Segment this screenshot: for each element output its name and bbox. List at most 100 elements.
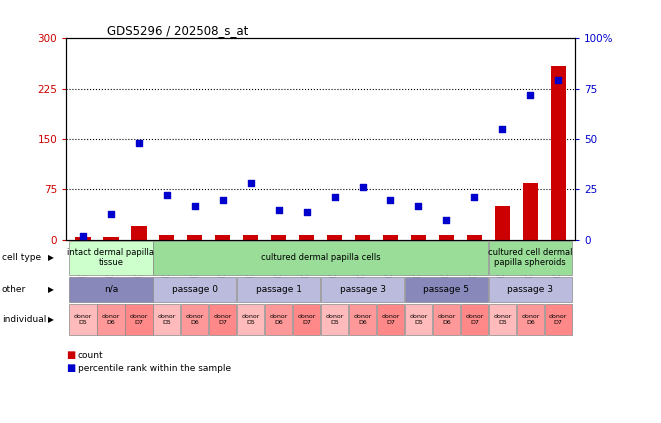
Text: donor
D6: donor D6 bbox=[270, 314, 288, 325]
Bar bbox=[209, 304, 237, 335]
Text: passage 0: passage 0 bbox=[172, 285, 217, 294]
Point bbox=[469, 194, 480, 201]
Bar bbox=[355, 235, 370, 240]
Bar bbox=[153, 241, 488, 275]
Text: percentile rank within the sample: percentile rank within the sample bbox=[78, 363, 231, 373]
Text: donor
D5: donor D5 bbox=[325, 314, 344, 325]
Text: ▶: ▶ bbox=[48, 315, 54, 324]
Point bbox=[245, 180, 256, 187]
Text: cell type: cell type bbox=[2, 253, 41, 262]
Bar bbox=[517, 304, 544, 335]
Bar bbox=[327, 235, 342, 240]
Bar bbox=[69, 304, 97, 335]
Text: donor
D6: donor D6 bbox=[186, 314, 204, 325]
Bar bbox=[488, 277, 572, 302]
Point bbox=[357, 184, 368, 191]
Text: individual: individual bbox=[2, 315, 46, 324]
Text: donor
D6: donor D6 bbox=[437, 314, 455, 325]
Text: donor
D6: donor D6 bbox=[521, 314, 539, 325]
Text: ▶: ▶ bbox=[48, 285, 54, 294]
Point bbox=[274, 206, 284, 213]
Text: ■: ■ bbox=[66, 350, 75, 360]
Bar bbox=[271, 235, 286, 240]
Text: n/a: n/a bbox=[104, 285, 118, 294]
Bar bbox=[523, 183, 538, 240]
Text: passage 3: passage 3 bbox=[508, 285, 553, 294]
Bar bbox=[243, 235, 258, 240]
Text: ■: ■ bbox=[66, 363, 75, 373]
Bar bbox=[461, 304, 488, 335]
Bar bbox=[488, 241, 572, 275]
Text: passage 1: passage 1 bbox=[256, 285, 301, 294]
Point bbox=[385, 196, 396, 203]
Point bbox=[77, 233, 88, 239]
Text: donor
D7: donor D7 bbox=[214, 314, 232, 325]
Text: cultured cell dermal
papilla spheroids: cultured cell dermal papilla spheroids bbox=[488, 248, 572, 267]
Text: donor
D7: donor D7 bbox=[297, 314, 316, 325]
Point bbox=[329, 194, 340, 201]
Bar bbox=[349, 304, 376, 335]
Text: passage 5: passage 5 bbox=[424, 285, 469, 294]
Point bbox=[497, 126, 508, 132]
Bar bbox=[494, 206, 510, 240]
Bar bbox=[405, 304, 432, 335]
Text: passage 3: passage 3 bbox=[340, 285, 385, 294]
Point bbox=[553, 77, 564, 84]
Text: donor
D5: donor D5 bbox=[409, 314, 428, 325]
Bar bbox=[433, 304, 460, 335]
Bar bbox=[181, 304, 208, 335]
Text: donor
D6: donor D6 bbox=[354, 314, 371, 325]
Text: donor
D6: donor D6 bbox=[102, 314, 120, 325]
Bar bbox=[383, 235, 398, 240]
Point bbox=[217, 196, 228, 203]
Bar bbox=[153, 277, 237, 302]
Text: cultured dermal papilla cells: cultured dermal papilla cells bbox=[261, 253, 380, 262]
Bar bbox=[410, 235, 426, 240]
Text: donor
D5: donor D5 bbox=[73, 314, 92, 325]
Point bbox=[134, 140, 144, 146]
Bar bbox=[321, 304, 348, 335]
Bar bbox=[159, 235, 175, 240]
Text: donor
D7: donor D7 bbox=[465, 314, 484, 325]
Text: donor
D5: donor D5 bbox=[241, 314, 260, 325]
Bar bbox=[103, 237, 118, 240]
Text: donor
D5: donor D5 bbox=[157, 314, 176, 325]
Text: donor
D7: donor D7 bbox=[381, 314, 400, 325]
Bar bbox=[75, 237, 91, 240]
Bar bbox=[125, 304, 153, 335]
Point bbox=[301, 208, 312, 215]
Text: donor
D7: donor D7 bbox=[130, 314, 148, 325]
Point bbox=[190, 202, 200, 209]
Bar bbox=[215, 235, 231, 240]
Point bbox=[441, 216, 451, 223]
Point bbox=[106, 210, 116, 217]
Bar bbox=[153, 304, 180, 335]
Bar bbox=[545, 304, 572, 335]
Bar bbox=[69, 277, 153, 302]
Bar bbox=[299, 235, 314, 240]
Bar bbox=[237, 277, 321, 302]
Bar bbox=[265, 304, 292, 335]
Bar bbox=[97, 304, 124, 335]
Bar bbox=[69, 241, 153, 275]
Text: GDS5296 / 202508_s_at: GDS5296 / 202508_s_at bbox=[107, 24, 248, 37]
Bar bbox=[293, 304, 321, 335]
Text: donor
D5: donor D5 bbox=[493, 314, 512, 325]
Bar bbox=[467, 235, 482, 240]
Point bbox=[525, 91, 535, 98]
Text: intact dermal papilla
tissue: intact dermal papilla tissue bbox=[67, 248, 155, 267]
Point bbox=[161, 192, 172, 199]
Bar bbox=[321, 277, 405, 302]
Bar bbox=[405, 277, 488, 302]
Bar bbox=[551, 66, 566, 240]
Point bbox=[413, 202, 424, 209]
Bar bbox=[488, 304, 516, 335]
Bar bbox=[187, 235, 202, 240]
Text: donor
D7: donor D7 bbox=[549, 314, 568, 325]
Bar bbox=[237, 304, 264, 335]
Bar bbox=[439, 235, 454, 240]
Bar bbox=[377, 304, 405, 335]
Bar bbox=[131, 226, 147, 240]
Text: other: other bbox=[2, 285, 26, 294]
Text: ▶: ▶ bbox=[48, 253, 54, 262]
